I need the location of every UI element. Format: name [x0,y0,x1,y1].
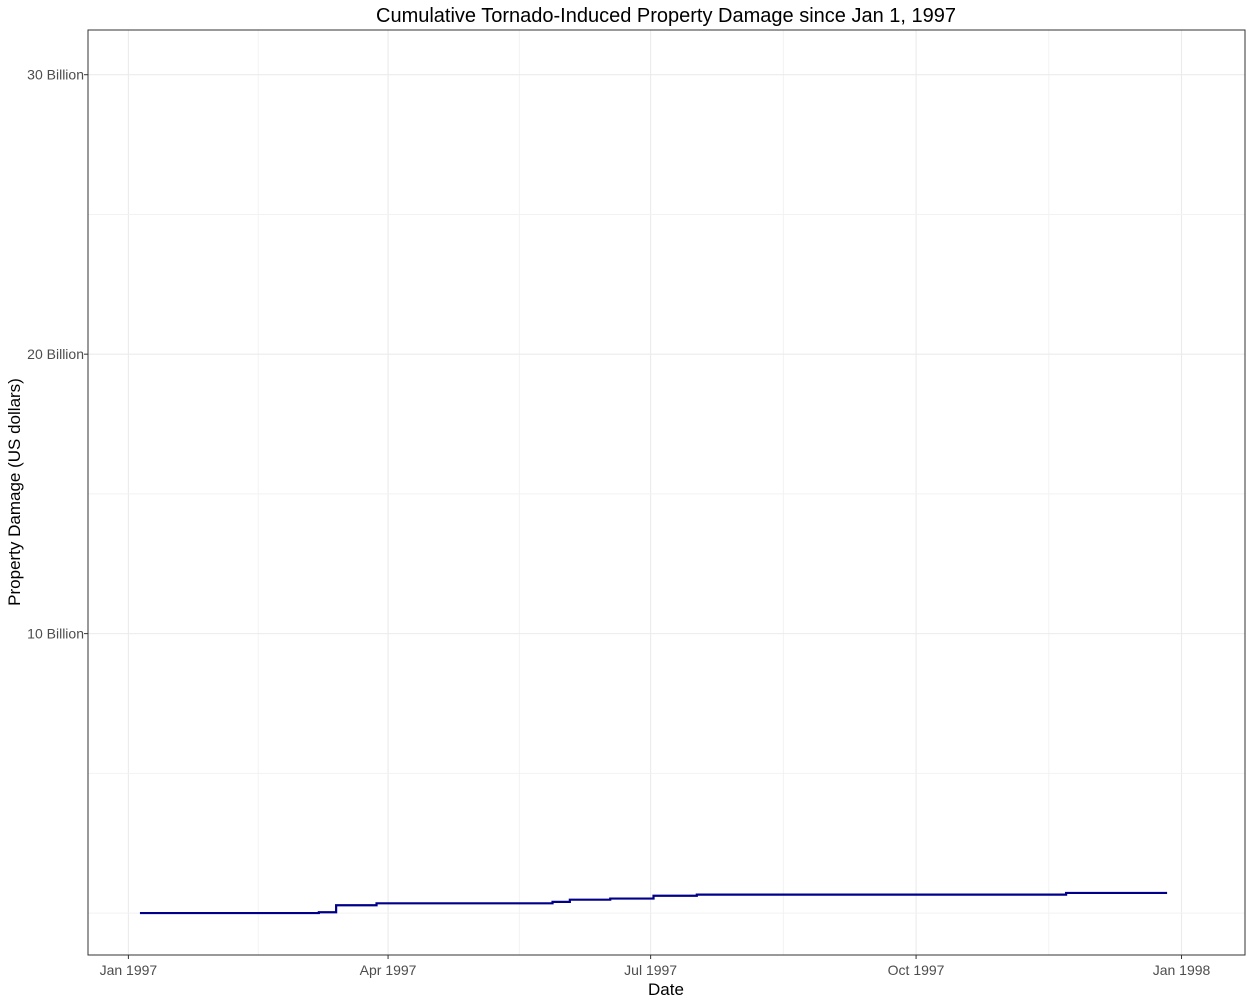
x-tick-label: Jan 1998 [1153,962,1211,978]
y-tick-label: 30 Billion [27,67,84,83]
x-tick-label: Apr 1997 [360,962,417,978]
x-tick-label: Jan 1997 [100,962,158,978]
plot-panel-border [87,29,1246,956]
grid-layer [88,30,1245,955]
x-tick-label: Oct 1997 [888,962,945,978]
series-line [139,891,1168,915]
axis-layer: Jan 1997 Apr 1997 Jul 1997 Oct 1997 Jan 1998… [27,67,1210,978]
x-tick-label: Jul 1997 [624,962,677,978]
y-tick-label: 20 Billion [27,346,84,362]
line-layer [139,891,1168,915]
chart-title: Cumulative Tornado-Induced Property Dama… [376,5,956,27]
y-axis-title: Property Damage (US dollars) [5,378,24,606]
x-axis-title: Date [648,980,684,999]
y-tick-label: 10 Billion [27,626,84,642]
